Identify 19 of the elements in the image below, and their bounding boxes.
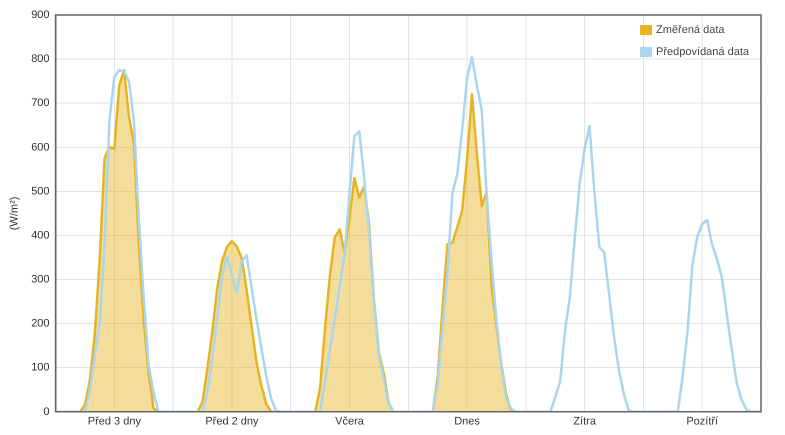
y-tick-label: 200 <box>31 318 50 330</box>
legend-label: Změřená data <box>656 24 726 36</box>
y-tick-label: 600 <box>31 141 50 154</box>
y-tick-label: 700 <box>31 97 50 110</box>
y-tick-label: 300 <box>31 274 50 286</box>
x-tick-label: Před 3 dny <box>88 415 142 428</box>
x-tick-label: Včera <box>335 415 365 428</box>
legend-label: Předpovídaná data <box>656 46 750 58</box>
x-tick-label: Před 2 dny <box>205 415 260 428</box>
x-tick-label: Dnes <box>454 415 480 428</box>
x-tick-label: Zítra <box>573 415 597 428</box>
y-tick-label: 0 <box>43 406 50 418</box>
y-tick-label: 900 <box>31 9 50 22</box>
y-tick-label: 100 <box>31 362 50 374</box>
y-tick-label: 800 <box>31 53 50 66</box>
y-axis-title: (W/m²) <box>8 196 21 230</box>
y-tick-label: 400 <box>31 229 50 242</box>
y-tick-label: 500 <box>31 185 50 198</box>
x-tick-label: Pozítří <box>686 415 720 428</box>
